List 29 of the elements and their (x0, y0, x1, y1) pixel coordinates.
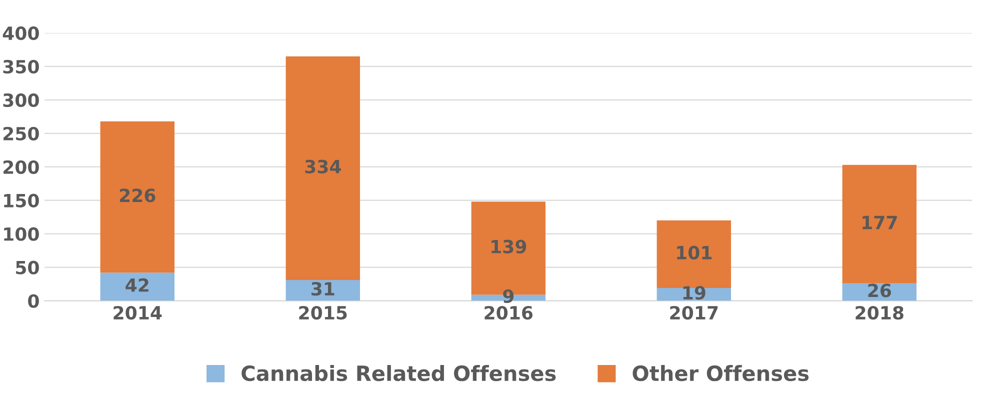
y-tick-label: 300 (3, 93, 39, 108)
data-label: 19 (683, 286, 706, 300)
y-tick-label: 100 (4, 227, 39, 241)
x-tick-label: 2018 (856, 306, 904, 320)
data-label: 139 (492, 240, 526, 254)
x-tick-label: 2015 (299, 306, 347, 320)
data-label: 177 (862, 216, 897, 230)
bar (842, 164, 917, 284)
x-tick-label: 2016 (484, 306, 533, 320)
y-tick-label: 50 (16, 260, 39, 274)
y-tick-label: 350 (3, 60, 39, 74)
y-tick-label: 250 (4, 126, 39, 140)
data-label: 334 (305, 160, 341, 174)
data-label: 31 (312, 282, 334, 296)
y-tick-label: 200 (4, 160, 39, 174)
legend-label: Cannabis Related Offenses (242, 365, 556, 382)
x-tick-label: 2017 (670, 306, 718, 320)
data-label: 226 (120, 188, 156, 202)
x-tick-label: 2014 (114, 306, 162, 320)
legend-label: Other Offenses (632, 365, 809, 382)
bar (100, 272, 174, 301)
y-tick-label: 150 (4, 194, 39, 208)
y-tick-label: 400 (2, 26, 39, 40)
data-label: 26 (868, 284, 891, 298)
bar (100, 121, 174, 273)
y-tick-label: 0 (28, 294, 39, 308)
data-label: 101 (677, 246, 712, 260)
data-label: 42 (126, 278, 148, 292)
bar (286, 56, 360, 280)
